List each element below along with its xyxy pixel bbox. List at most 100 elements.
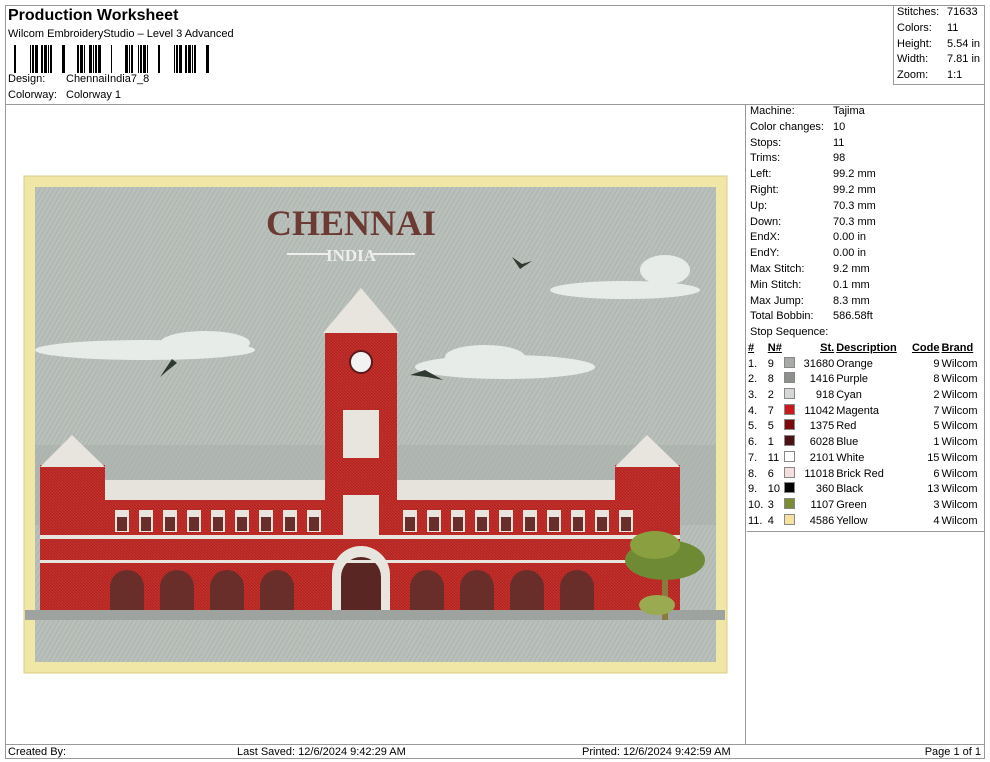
stop-index: 9. bbox=[748, 483, 758, 496]
stop-index: 3. bbox=[748, 389, 758, 402]
color-description: Red bbox=[836, 420, 857, 433]
needle-number: 5 bbox=[767, 420, 774, 433]
info-label: Total Bobbin: bbox=[750, 310, 814, 323]
info-row: Machine: Tajima bbox=[747, 104, 985, 120]
stats-box: Stitches: 71633 Colors: 11 Height: 5.54 in Wid… bbox=[893, 5, 985, 85]
color-description: Purple bbox=[836, 373, 868, 386]
color-description: Orange bbox=[836, 357, 873, 370]
info-value: 70.3 mm bbox=[833, 215, 876, 228]
thread-brand: Wilcom bbox=[941, 420, 978, 433]
info-label: Max Stitch: bbox=[750, 262, 805, 275]
stop-index: 7. bbox=[748, 451, 758, 464]
stat-label: Zoom: bbox=[897, 69, 929, 82]
table-row: 2. 8 1416 Purple 8 Wilcom bbox=[747, 372, 984, 388]
page-number: Page 1 of 1 bbox=[924, 746, 981, 758]
thread-brand: Wilcom bbox=[941, 404, 978, 417]
design-value: ChennaiIndia7_8 bbox=[66, 73, 150, 85]
created-by: Created By: bbox=[8, 746, 67, 758]
column-header: St. bbox=[820, 341, 835, 354]
color-description: Green bbox=[836, 498, 867, 511]
info-value: 0.00 in bbox=[833, 247, 867, 260]
stitch-count: 2101 bbox=[809, 451, 835, 464]
stitch-count: 31680 bbox=[803, 357, 835, 370]
needle-number: 9 bbox=[767, 357, 774, 370]
needle-number: 7 bbox=[767, 404, 774, 417]
info-label: Machine: bbox=[750, 105, 795, 117]
color-description: Cyan bbox=[836, 389, 862, 402]
needle-number: 4 bbox=[767, 514, 774, 527]
color-code: 15 bbox=[927, 451, 940, 464]
info-value: 9.2 mm bbox=[833, 262, 870, 275]
stitch-count: 1416 bbox=[809, 373, 835, 386]
color-code: 3 bbox=[933, 498, 940, 511]
color-swatch bbox=[784, 435, 796, 447]
color-code: 9 bbox=[933, 357, 940, 370]
stat-value: 11 bbox=[947, 21, 959, 34]
needle-number: 8 bbox=[767, 373, 774, 386]
stat-row: Height: 5.54 in bbox=[897, 37, 985, 53]
info-row: Down: 70.3 mm bbox=[747, 215, 985, 231]
stitch-count: 1375 bbox=[809, 420, 835, 433]
color-description: Blue bbox=[836, 436, 859, 449]
color-code: 4 bbox=[933, 514, 940, 527]
info-value: 8.3 mm bbox=[833, 294, 870, 307]
info-row: Max Jump: 8.3 mm bbox=[747, 294, 985, 310]
stat-value: 7.81 in bbox=[947, 53, 981, 66]
info-label: EndY: bbox=[750, 247, 780, 260]
thread-brand: Wilcom bbox=[941, 483, 978, 496]
color-swatch bbox=[784, 513, 796, 525]
info-row: Stops: 11 bbox=[747, 136, 985, 152]
info-row: Total Bobbin: 586.58ft bbox=[747, 309, 985, 325]
stat-value: 71633 bbox=[947, 6, 978, 18]
info-label: Up: bbox=[750, 199, 768, 212]
info-value: 11 bbox=[833, 136, 845, 149]
info-value: 10 bbox=[833, 120, 846, 133]
color-code: 13 bbox=[927, 483, 940, 496]
colorway-row: Colorway: Colorway 1 bbox=[8, 89, 121, 101]
color-description: Black bbox=[836, 483, 864, 496]
table-row: 5. 5 1375 Red 5 Wilcom bbox=[747, 419, 984, 435]
stitch-count: 1107 bbox=[810, 498, 835, 511]
info-label: Left: bbox=[750, 168, 772, 181]
table-row: 8. 6 11018 Brick Red 6 Wilcom bbox=[747, 466, 984, 483]
stat-row: Stitches: 71633 bbox=[897, 5, 985, 21]
stop-sequence-table: # N# St. Description Code Brand 1. 9 31680 Or… bbox=[747, 341, 984, 529]
stitch-count: 6028 bbox=[809, 436, 835, 449]
stat-label: Stitches: bbox=[897, 6, 940, 18]
color-swatch bbox=[784, 356, 796, 368]
info-value: 70.3 mm bbox=[833, 199, 876, 212]
color-swatch bbox=[784, 450, 796, 462]
info-label: Right: bbox=[750, 183, 779, 196]
color-code: 6 bbox=[933, 467, 940, 480]
color-description: Brick Red bbox=[836, 467, 884, 480]
info-label: EndX: bbox=[750, 231, 780, 244]
info-value: 99.2 mm bbox=[833, 183, 876, 196]
worksheet-frame bbox=[5, 5, 985, 759]
info-label: Color changes: bbox=[750, 120, 824, 133]
stitch-count: 11018 bbox=[804, 467, 835, 480]
info-value: Tajima bbox=[833, 105, 865, 117]
stat-value: 5.54 in bbox=[947, 37, 981, 50]
machine-info-panel: Machine: Tajima Color changes: 10 Stops: 11 Tr… bbox=[747, 104, 985, 533]
info-row: Right: 99.2 mm bbox=[747, 183, 985, 199]
stop-index: 1. bbox=[748, 357, 758, 370]
thread-brand: Wilcom bbox=[941, 514, 978, 527]
stat-label: Colors: bbox=[897, 21, 932, 34]
color-description: Magenta bbox=[836, 404, 880, 417]
info-value: 99.2 mm bbox=[833, 168, 876, 181]
barcode bbox=[14, 45, 209, 73]
table-row: 4. 7 11042 Magenta 7 Wilcom bbox=[747, 403, 984, 420]
needle-number: 3 bbox=[767, 498, 774, 511]
info-value: 0.1 mm bbox=[833, 278, 870, 291]
info-row: Min Stitch: 0.1 mm bbox=[747, 278, 985, 294]
design-subtitle-text: INDIA bbox=[326, 246, 377, 265]
thread-brand: Wilcom bbox=[941, 436, 978, 449]
printed-date: Printed: 12/6/2024 9:42:59 AM bbox=[582, 746, 731, 758]
info-row: EndY: 0.00 in bbox=[747, 246, 985, 262]
needle-number: 1 bbox=[767, 436, 774, 449]
table-row: 6. 1 6028 Blue 1 Wilcom bbox=[747, 435, 984, 451]
table-row: 3. 2 918 Cyan 2 Wilcom bbox=[747, 388, 984, 404]
needle-number: 11 bbox=[767, 451, 780, 464]
color-code: 8 bbox=[933, 373, 940, 386]
column-header: N# bbox=[767, 341, 782, 354]
